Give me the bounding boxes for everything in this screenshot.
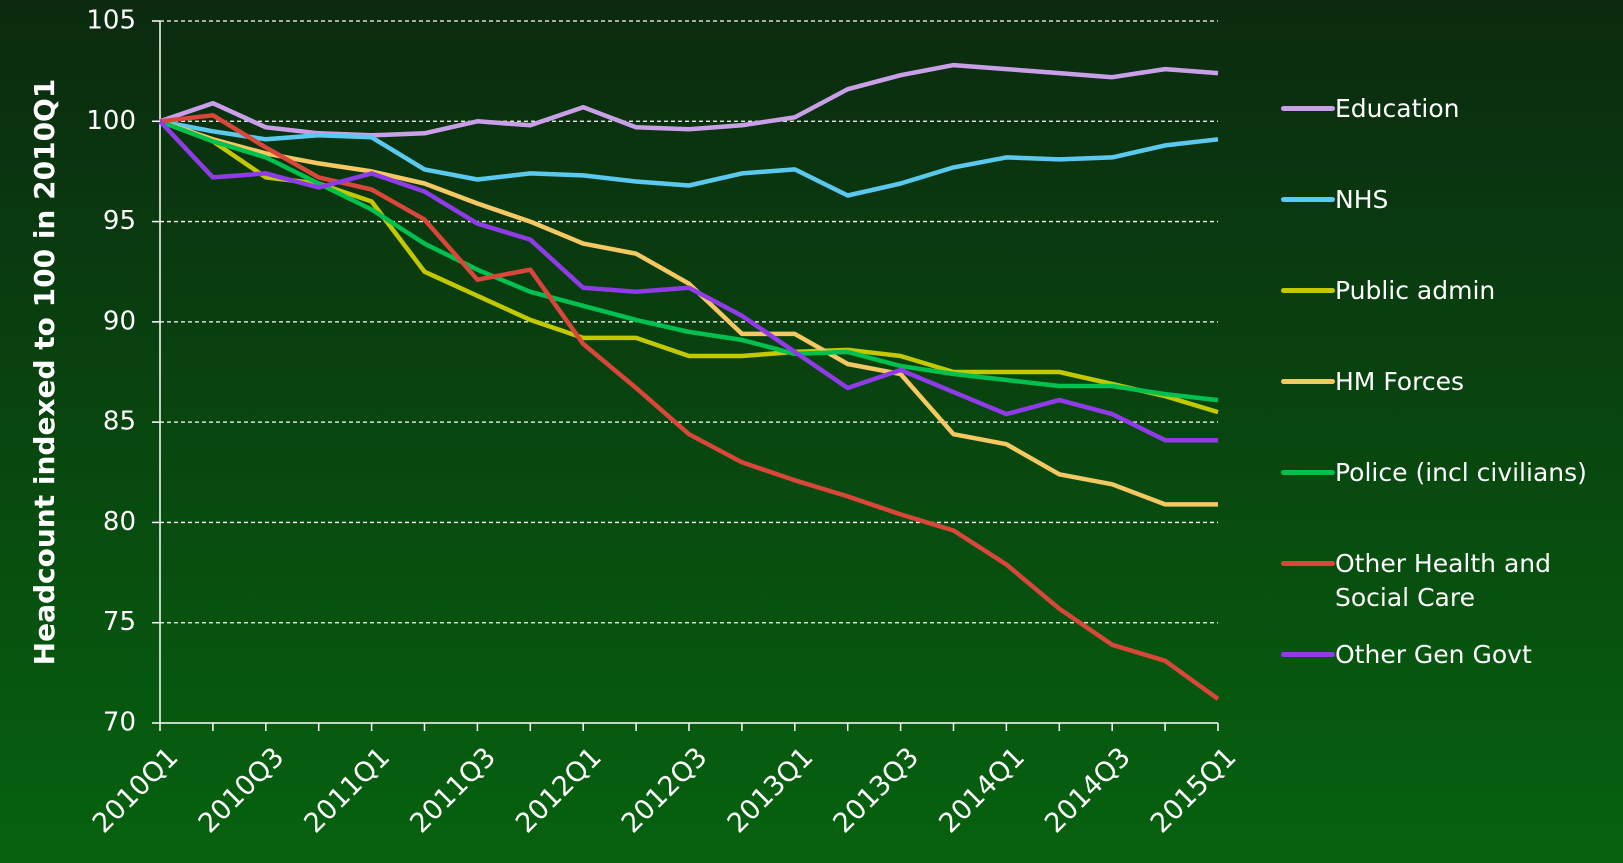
- y-tick-label: 85: [103, 407, 136, 437]
- y-tick-label: 100: [86, 106, 136, 136]
- legend-swatch: [1281, 197, 1335, 202]
- series-line: [158, 119, 1218, 443]
- x-tick-label: 2012Q3: [616, 742, 714, 840]
- x-tick-label: 2010Q1: [87, 742, 185, 840]
- y-tick-label: 105: [86, 6, 136, 36]
- series-line: [159, 119, 1219, 198]
- legend-label: NHS: [1335, 185, 1389, 214]
- y-tick-label: 80: [103, 507, 136, 537]
- x-tick-label: 2011Q1: [298, 742, 396, 840]
- legend-item: Public admin: [1281, 274, 1623, 308]
- series-line: [159, 119, 1219, 403]
- legend-label: HM Forces: [1335, 367, 1464, 396]
- legend-label: Police (incl civilians): [1335, 458, 1587, 487]
- legend-item: NHS: [1281, 183, 1623, 217]
- series-line: [159, 62, 1219, 138]
- legend-item: Police (incl civilians): [1281, 456, 1623, 490]
- x-tick-label: 2014Q1: [933, 742, 1031, 840]
- legend-swatch: [1281, 106, 1335, 111]
- series-line: [159, 119, 1218, 507]
- x-tick-label: 2012Q1: [510, 742, 608, 840]
- legend-item: HM Forces: [1281, 365, 1623, 399]
- legend-label: Public admin: [1335, 276, 1496, 305]
- legend-swatch: [1281, 561, 1335, 566]
- x-tick-label: 2013Q1: [722, 742, 820, 840]
- y-axis-label: Headcount indexed to 100 in 2010Q1: [28, 79, 61, 666]
- legend-item: Other Gen Govt: [1281, 638, 1623, 672]
- legend-label: Other Health and Social Care: [1335, 549, 1552, 612]
- x-tick-label: 2010Q3: [193, 742, 291, 840]
- x-tick-label: 2015Q1: [1145, 742, 1243, 840]
- series-line: [159, 113, 1220, 701]
- legend-item: Other Health and Social Care: [1281, 547, 1623, 615]
- legend-swatch: [1281, 652, 1335, 657]
- x-tick-label: 2014Q3: [1039, 742, 1137, 840]
- y-tick-label: 70: [103, 708, 136, 738]
- x-tick-label: 2011Q3: [404, 742, 502, 840]
- y-tick-label: 75: [103, 607, 136, 637]
- legend-item: Education: [1281, 92, 1623, 126]
- legend-label: Education: [1335, 94, 1460, 123]
- legend-swatch: [1281, 288, 1335, 293]
- x-tick-label: 2013Q3: [827, 742, 925, 840]
- y-tick-label: 90: [103, 306, 136, 336]
- y-tick-label: 95: [103, 206, 136, 236]
- legend-label: Other Gen Govt: [1335, 640, 1532, 669]
- series-line: [159, 119, 1219, 415]
- legend-swatch: [1281, 470, 1335, 475]
- legend-swatch: [1281, 379, 1335, 384]
